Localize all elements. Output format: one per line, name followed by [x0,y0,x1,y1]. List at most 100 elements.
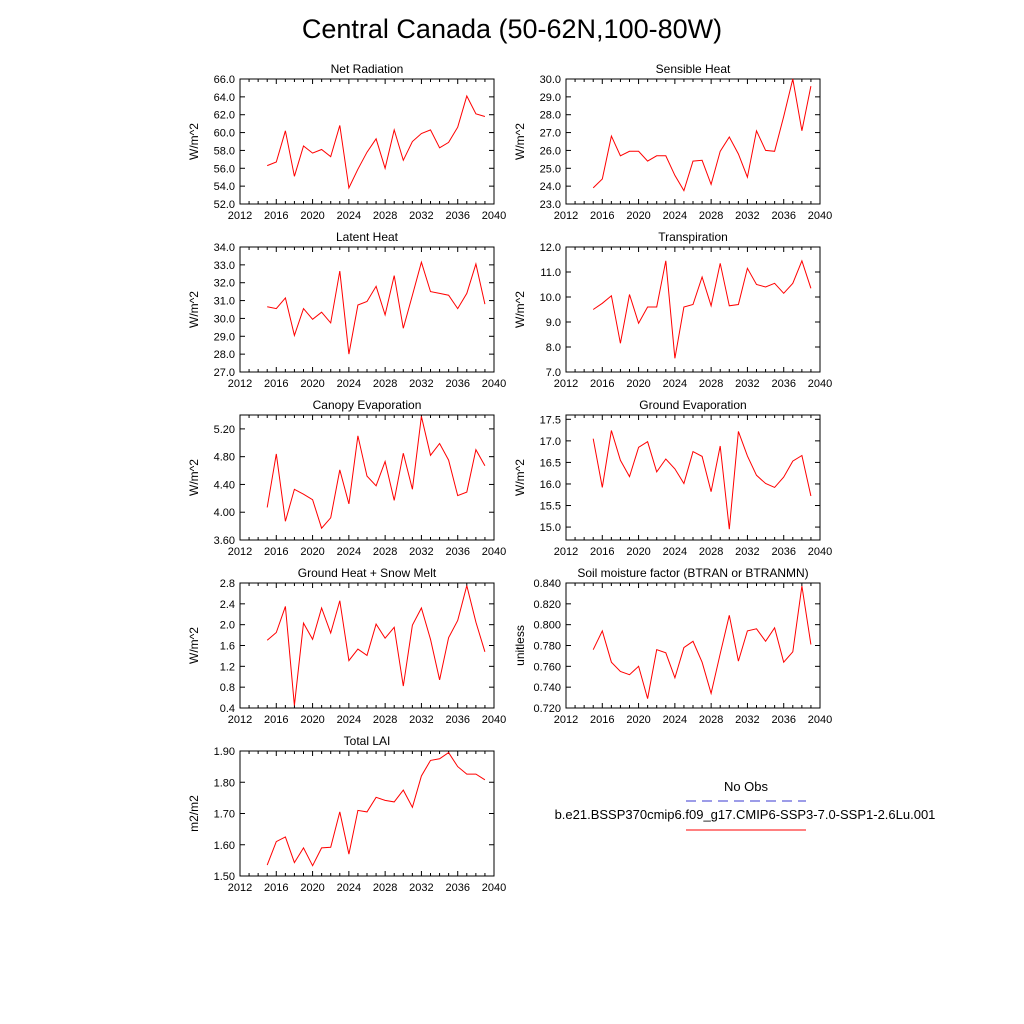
x-tick-label: 2036 [771,210,795,222]
y-tick-label: 9.0 [546,317,561,329]
y-tick-label: 54.0 [214,181,235,193]
y-tick-label: 4.40 [214,479,235,491]
plot-frame [239,78,495,205]
x-tick-label: 2032 [409,378,433,390]
plot-frame [239,582,495,709]
y-tick-label: 60.0 [214,128,235,140]
y-tick-label: 30.0 [540,74,561,86]
x-tick-label: 2036 [445,714,469,726]
y-tick-label: 0.780 [533,641,561,653]
panel-7: Ground Heat + Snow Melt W/m^2 2012 2016 2020… [187,566,506,726]
y-axis-label: W/m^2 [513,291,527,328]
series-line [266,416,486,530]
x-tick-label: 2012 [228,882,252,894]
x-tick-label: 2020 [626,546,650,558]
x-tick-label: 2040 [808,714,832,726]
y-tick-label: 62.0 [214,110,235,122]
y-tick-label: 28.0 [214,349,235,361]
x-tick-label: 2012 [554,546,578,558]
x-tick-label: 2040 [482,378,506,390]
x-tick-label: 2012 [228,210,252,222]
panel-title: Total LAI [344,734,391,748]
plot-frame [239,246,495,373]
y-tick-label: 0.740 [533,682,561,694]
y-tick-label: 2.4 [220,599,235,611]
y-tick-label: 29.0 [540,92,561,104]
x-tick-label: 2024 [337,546,361,558]
series-line [592,586,812,699]
y-tick-label: 15.5 [540,501,561,513]
x-tick-label: 2020 [626,210,650,222]
page-title: Central Canada (50-62N,100-80W) [301,14,723,44]
x-tick-label: 2012 [228,378,252,390]
x-tick-label: 2040 [482,210,506,222]
y-tick-label: 1.50 [214,871,235,883]
x-tick-label: 2036 [771,714,795,726]
x-tick-label: 2032 [409,210,433,222]
x-tick-label: 2020 [300,210,324,222]
y-tick-label: 1.6 [220,641,235,653]
series-line [592,78,812,192]
y-tick-label: 25.0 [540,163,561,175]
series-line [267,94,486,190]
panel-1: Net Radiation W/m^2 2012 2016 2020 2024 2028 20… [187,62,506,222]
plot-frame [239,750,495,877]
x-tick-label: 2016 [264,882,288,894]
y-tick-label: 29.0 [214,331,235,343]
x-tick-label: 2016 [264,714,288,726]
y-tick-label: 0.8 [220,682,235,694]
y-tick-label: 24.0 [540,181,561,193]
x-tick-label: 2028 [373,882,397,894]
y-tick-label: 15.0 [540,522,561,534]
x-tick-label: 2028 [373,210,397,222]
x-tick-label: 2020 [300,714,324,726]
x-tick-label: 2036 [445,882,469,894]
panel-6: Ground Evaporation W/m^2 2012 2016 2020 2024 2… [513,398,832,558]
x-tick-label: 2032 [409,714,433,726]
x-tick-label: 2036 [445,378,469,390]
y-tick-label: 27.0 [540,128,561,140]
plot-frame [565,582,821,709]
x-tick-label: 2032 [409,882,433,894]
x-tick-label: 2040 [808,546,832,558]
y-tick-label: 4.80 [214,452,235,464]
y-tick-label: 28.0 [540,110,561,122]
y-tick-label: 52.0 [214,199,235,211]
y-tick-label: 33.0 [214,260,235,272]
panel-8: Soil moisture factor (BTRAN or BTRANMN) u… [513,566,832,726]
x-tick-label: 2016 [590,714,614,726]
x-tick-label: 2040 [808,210,832,222]
panel-title: Sensible Heat [656,62,731,76]
y-axis-label: m2/m2 [187,795,201,832]
y-tick-label: 7.0 [546,367,561,379]
x-tick-label: 2040 [482,714,506,726]
y-tick-label: 17.0 [540,436,561,448]
y-tick-label: 23.0 [540,199,561,211]
y-tick-label: 2.8 [220,578,235,590]
plot-frame [565,246,821,373]
x-tick-label: 2016 [264,546,288,558]
x-tick-label: 2016 [590,546,614,558]
series-line [267,260,486,355]
x-tick-label: 2028 [373,714,397,726]
y-tick-label: 0.820 [533,599,561,611]
x-tick-label: 2040 [808,378,832,390]
y-tick-label: 11.0 [540,267,561,279]
series-line [266,585,486,706]
x-tick-label: 2028 [373,546,397,558]
x-tick-label: 2024 [337,882,361,894]
y-tick-label: 10.0 [540,292,561,304]
y-tick-label: 5.20 [214,424,235,436]
y-tick-label: 32.0 [214,278,235,290]
y-tick-label: 16.5 [540,457,561,469]
y-axis-label: unitless [513,625,527,666]
y-axis-label: W/m^2 [513,123,527,160]
y-axis-label: W/m^2 [187,627,201,664]
x-tick-label: 2020 [626,714,650,726]
x-tick-label: 2036 [771,378,795,390]
x-tick-label: 2024 [337,714,361,726]
panel-2: Sensible Heat W/m^2 2012 2016 2020 2024 2028 20… [513,62,832,222]
x-tick-label: 2016 [590,210,614,222]
panel-title: Latent Heat [336,230,399,244]
